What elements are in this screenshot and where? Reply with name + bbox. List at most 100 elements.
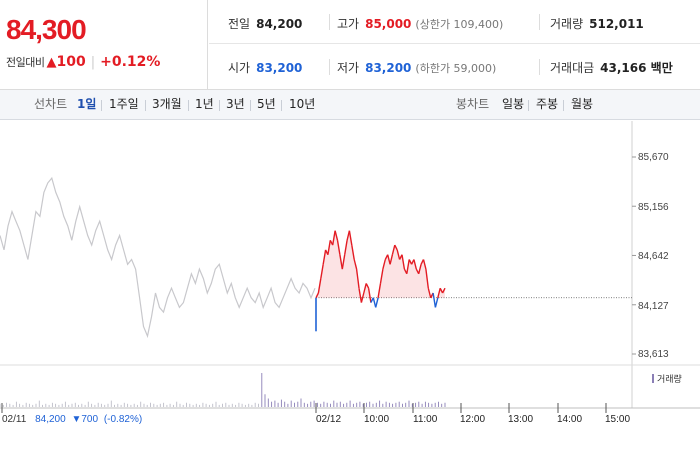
price-chart[interactable]: 85,670 85,156 84,642 84,127 83,613 거래량 0… [0,121,700,450]
current-price: 84,300 [6,14,87,45]
series-today-segment [315,292,320,299]
x-tick-label: 10:00 [364,414,390,425]
x-tick-label: 15:00 [605,414,631,425]
series-today-segment [360,292,365,303]
divider [281,100,282,111]
series-today-segment [348,230,353,246]
series-today-segment [322,249,327,265]
stat-label: 거래대금 [550,61,595,75]
series-today-segment [396,249,401,260]
y-tick-label: 84,127 [638,301,669,312]
stat-volume: 거래량 512,011 [550,15,644,32]
lower-limit: (하한가 59,000) [415,61,497,75]
today-area-fill [316,230,445,298]
stat-value: 83,200 [365,60,412,75]
line-chart-label: 선차트 [34,97,68,111]
series-today-segment [413,259,417,270]
stat-amount: 거래대금 43,166 백만 [550,59,673,76]
divider [219,100,220,111]
price-summary: 84,300 전일대비 ▲ 100 | +0.12% [0,0,208,90]
y-tick-label: 83,613 [638,349,669,360]
divider [528,100,529,111]
series-today-segment [327,240,331,255]
series-today-segment [432,292,437,308]
series-today-segment [408,259,413,265]
volume-legend-label: 거래량 [657,375,682,385]
series-today-segment [418,264,422,274]
x-tick-label: 12:00 [460,414,486,425]
period-3m[interactable]: 3개월 [152,97,182,111]
stat-label: 저가 [337,61,360,75]
chart-canvas [0,121,700,413]
period-1y[interactable]: 1년 [195,97,214,111]
series-today-segment [320,264,324,279]
change-value: 100 [56,54,86,70]
stat-value: 85,000 [365,16,412,31]
change-rate: +0.12% [100,54,161,70]
series-today-segment [351,244,355,260]
divider [250,100,251,111]
divider [329,14,330,30]
prev-day-close: 84,200 [35,414,66,425]
series-today-segment [334,230,339,241]
period-5y[interactable]: 5년 [257,97,276,111]
stat-prev-close: 전일 84,200 [228,15,302,32]
series-today-segment [367,288,372,303]
series-today-segment [422,259,427,270]
stat-value: 43,166 백만 [600,61,673,75]
volume-swatch [652,374,654,383]
candle-monthly[interactable]: 월봉 [571,97,594,111]
divider [145,100,146,111]
prev-day-rate: (-0.82%) [103,414,143,425]
prev-day-date: 02/11 [2,414,27,425]
divider [563,100,564,111]
y-tick-label: 84,642 [638,251,669,262]
period-1w[interactable]: 1주일 [109,97,139,111]
chart-toolbar: 선차트 1일 1주일 3개월 1년 3년 5년 10년 봉차트 일봉 주봉 월봉 [0,90,700,120]
series-today-segment [339,254,343,270]
x-tick-label: 13:00 [508,414,534,425]
period-3y[interactable]: 3년 [226,97,245,111]
prev-day-change: 700 [81,414,99,425]
stats-row: 전일 84,200 고가 85,000 (상한가 109,400) 거래량 51… [209,0,700,44]
series-today-segment [437,288,441,298]
series-today-segment [317,278,322,294]
y-tick-label: 85,670 [638,152,669,163]
series-today-segment [401,254,406,270]
divider [539,59,540,75]
series-today-segment [406,259,410,274]
divider [329,59,330,75]
candle-weekly[interactable]: 주봉 [536,97,559,111]
divider [539,14,540,30]
divider [101,100,102,111]
volume-legend: 거래량 [652,372,682,385]
stat-high: 고가 85,000 (상한가 109,400) [337,15,503,32]
price-stats: 전일 84,200 고가 85,000 (상한가 109,400) 거래량 51… [209,0,700,90]
up-triangle-icon: ▲ [46,54,57,70]
series-today-segment [341,254,346,270]
divider: | [90,54,96,70]
series-today-segment [344,240,348,255]
y-tick-label: 85,156 [638,202,669,213]
series-today-segment [355,269,360,289]
series-today-segment [332,230,336,246]
series-today-segment [379,268,384,284]
series-today-segment [358,288,363,303]
stat-value: 83,200 [256,60,303,75]
period-10y[interactable]: 10년 [289,97,316,111]
stat-open: 시가 83,200 [228,59,302,76]
down-triangle-icon: ▼ [71,414,82,425]
price-change: 전일대비 ▲ 100 | +0.12% [6,54,160,70]
series-today-segment [441,287,446,294]
x-tick-label: 11:00 [413,414,438,425]
stat-low: 저가 83,200 (하한가 59,000) [337,59,496,76]
candle-daily[interactable]: 일봉 [502,97,525,111]
series-today-segment [353,259,358,270]
series-today-segment [387,254,391,265]
stat-label: 고가 [337,17,360,31]
series-today-segment [365,283,370,289]
stat-label: 전일 [228,17,251,31]
stat-value: 512,011 [589,16,644,31]
period-1d[interactable]: 1일 [77,97,97,111]
x-tick-label: 14:00 [557,414,583,425]
